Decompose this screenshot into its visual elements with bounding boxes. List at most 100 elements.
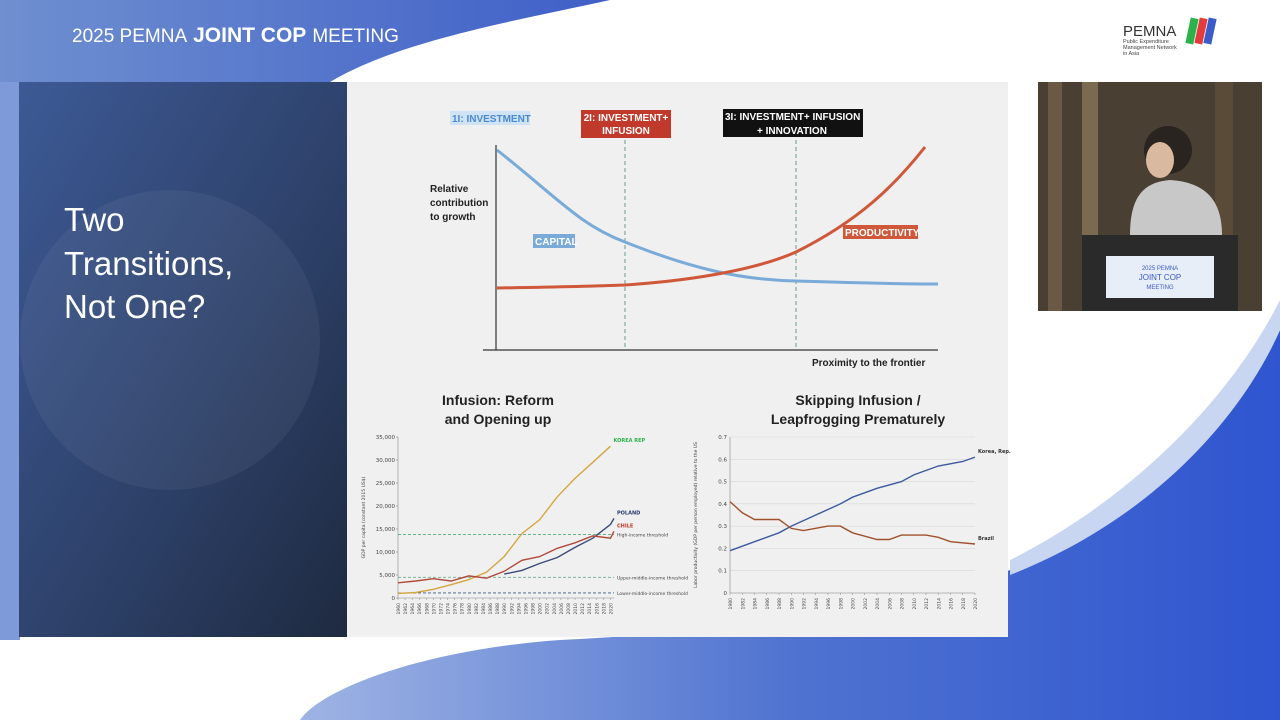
slide-content: [347, 82, 1008, 637]
x-axis-label: Proximity to the frontier: [812, 358, 925, 369]
x-tick-label: 2014: [936, 598, 942, 610]
x-tick-label: 2012: [924, 598, 930, 610]
series-label: CHILE: [617, 523, 634, 529]
y-tick-label: 0.4: [718, 502, 727, 508]
series-line: [504, 518, 615, 575]
x-tick-label: 1998: [838, 598, 844, 610]
x-tick-label: 2018: [961, 598, 967, 610]
title-part: 2025 PEMNA: [72, 26, 187, 47]
x-tick-label: 2008: [900, 598, 906, 610]
curve-label: PRODUCTIVITY: [845, 228, 920, 239]
y-axis-label: GDP per capita (constant 2015 US$): [361, 476, 367, 558]
y-tick-label: 5,000: [379, 573, 395, 579]
y-tick-label: 0: [392, 596, 396, 602]
label-box: [581, 110, 671, 138]
chart-title: Skipping Infusion /: [795, 392, 920, 408]
slide-title: Two: [64, 201, 125, 238]
x-tick-label: 1998: [531, 603, 537, 615]
x-tick-label: 2014: [587, 603, 593, 615]
y-tick-label: 35,000: [376, 435, 396, 441]
x-tick-label: 1990: [789, 598, 795, 610]
y-tick-label: 0.1: [718, 569, 727, 575]
title-part: JOINT COP: [193, 24, 306, 47]
x-tick-label: 2010: [912, 598, 918, 610]
x-tick-label: 1976: [453, 603, 459, 615]
concept-diagram: 1I: INVESTMENT 2I: INVESTMENT+ INFUSION …: [430, 109, 939, 369]
chart-title: Infusion: Reform: [442, 392, 554, 408]
y-tick-label: 25,000: [376, 481, 396, 487]
y-tick-label: 0.7: [718, 435, 727, 441]
threshold-label: Upper-middle-income threshold: [617, 575, 688, 581]
podium-sign: [1106, 256, 1214, 298]
series-line: [397, 445, 611, 595]
line-chart: 0 0.1 0.2 0.3 0.4 0.5 0.6 0.7 1980 1982 1984 1986 19…: [693, 435, 1011, 609]
curve-label: CAPITAL: [535, 237, 578, 248]
series-label: Brazil: [978, 536, 994, 542]
bottom-wave: [300, 330, 1280, 720]
y-axis-label: to growth: [430, 212, 476, 223]
x-tick-label: 2010: [573, 603, 579, 615]
threshold-label: Lower-middle-income threshold: [617, 591, 688, 597]
x-tick-label: 1960: [396, 603, 402, 615]
series-line: [729, 456, 976, 552]
y-tick-label: 20,000: [376, 504, 396, 510]
y-tick-label: 0.6: [718, 457, 727, 463]
wave-accent: [1010, 300, 1280, 575]
label-box: [843, 225, 918, 239]
slide-left-panel: [19, 82, 347, 637]
y-tick-label: 15,000: [376, 527, 396, 533]
logo-subtitle: in Asia: [1123, 51, 1140, 57]
label-box: [533, 234, 575, 248]
y-tick-label: 0: [724, 591, 728, 597]
y-axis-label: Relative: [430, 184, 469, 195]
x-tick-label: 1974: [446, 603, 452, 615]
x-tick-label: 1996: [523, 603, 529, 615]
x-tick-label: 1996: [826, 598, 832, 610]
stage-label: 1I: INVESTMENT: [452, 114, 531, 125]
threshold-label: High-income threshold: [617, 533, 668, 539]
x-tick-label: 1984: [481, 603, 487, 615]
chart-title: Leapfrogging Prematurely: [771, 411, 945, 427]
speaker-video: 2025 PEMNA JOINT COP MEETING: [1038, 82, 1262, 311]
stage-label: INFUSION: [602, 126, 650, 137]
x-tick-label: 1986: [765, 598, 771, 610]
x-tick-label: 2016: [594, 603, 600, 615]
x-tick-label: 2002: [863, 598, 869, 610]
x-tick-label: 1980: [728, 598, 734, 610]
y-tick-label: 30,000: [376, 458, 396, 464]
left-band: [0, 82, 20, 640]
stage-label: + INNOVATION: [757, 126, 827, 137]
x-tick-label: 1994: [814, 598, 820, 610]
x-tick-label: 2012: [580, 603, 586, 615]
logo-mark: [1194, 17, 1208, 45]
x-tick-label: 1984: [753, 598, 759, 610]
line-chart: 0 5,000 10,000 15,000 20,000 25,000 30,000 35,0…: [361, 435, 688, 614]
x-tick-label: 1972: [438, 603, 444, 615]
speaker-face: [1146, 142, 1174, 178]
x-tick-label: 1966: [417, 603, 423, 615]
y-tick-label: 0.5: [718, 480, 727, 486]
stage-label: 2I: INVESTMENT+: [584, 113, 669, 124]
x-tick-label: 1990: [502, 603, 508, 615]
y-axis-label: Labor productivity (GDP per person emplo…: [693, 442, 699, 588]
series-line: [729, 501, 976, 545]
chart-title: and Opening up: [445, 411, 552, 427]
x-tick-label: 2002: [545, 603, 551, 615]
x-tick-label: 2020: [973, 598, 979, 610]
x-tick-label: 1968: [424, 603, 430, 615]
slide-title: Not One?: [64, 288, 205, 325]
x-tick-label: 1962: [403, 603, 409, 615]
x-tick-label: 1982: [740, 598, 746, 610]
x-tick-label: 2016: [949, 598, 955, 610]
x-tick-label: 2000: [851, 598, 857, 610]
x-tick-label: 1964: [410, 603, 416, 615]
logo-mark: [1185, 17, 1199, 45]
x-tick-label: 2008: [566, 603, 572, 615]
x-tick-label: 2006: [887, 598, 893, 610]
logo: PEMNA Public Expenditure Management Netw…: [1123, 17, 1217, 57]
x-tick-label: 1988: [777, 598, 783, 610]
video-bg: [1048, 82, 1062, 311]
x-tick-label: 2000: [538, 603, 544, 615]
logo-mark: [1203, 17, 1217, 45]
x-tick-label: 2020: [608, 603, 614, 615]
